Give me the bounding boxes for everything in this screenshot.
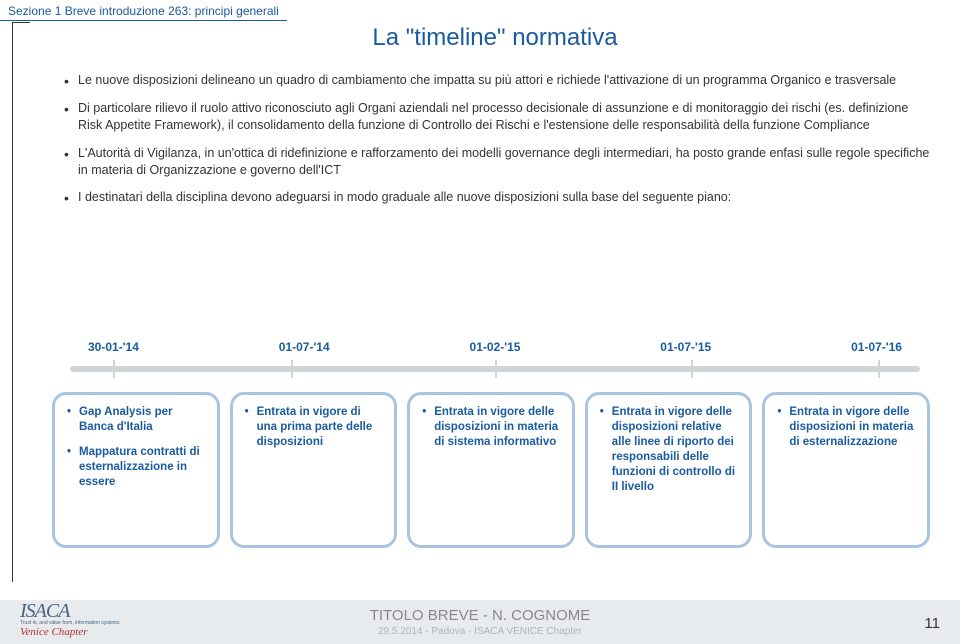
box-item: Gap Analysis per Banca d'Italia	[65, 405, 207, 435]
timeline-bar	[70, 360, 920, 380]
footer-center: TITOLO BREVE - N. COGNOME 29.5.2014 - Pa…	[0, 607, 960, 637]
body-bullets: Le nuove disposizioni delineano un quadr…	[60, 72, 930, 217]
timeline-date: 30-01-'14	[88, 340, 139, 354]
footer-subtitle: 29.5.2014 - Padova - ISACA VENICE Chapte…	[0, 626, 960, 637]
timeline-boxes: Gap Analysis per Banca d'Italia Mappatur…	[52, 392, 930, 548]
timeline-tick	[291, 360, 293, 378]
box-item: Entrata in vigore delle disposizioni rel…	[598, 405, 740, 495]
timeline-tick	[878, 360, 880, 378]
page-number: 11	[924, 615, 940, 632]
box-item: Mappatura contratti di esternalizzazione…	[65, 445, 207, 490]
box-item: Entrata in vigore delle disposizioni in …	[775, 405, 917, 450]
timeline-box: Entrata in vigore di una prima parte del…	[230, 392, 398, 548]
timeline-date: 01-07-'14	[279, 340, 330, 354]
bullet-item: L'Autorità di Vigilanza, in un'ottica di…	[60, 145, 930, 179]
section-bracket	[12, 22, 30, 582]
timeline-box: Gap Analysis per Banca d'Italia Mappatur…	[52, 392, 220, 548]
timeline-tick	[691, 360, 693, 378]
footer: ISACA Trust in, and value from, informat…	[0, 600, 960, 644]
box-item: Entrata in vigore delle disposizioni in …	[420, 405, 562, 450]
bullet-item: Di particolare rilievo il ruolo attivo r…	[60, 100, 930, 134]
bullet-item: I destinatari della disciplina devono ad…	[60, 189, 930, 206]
timeline-box: Entrata in vigore delle disposizioni in …	[407, 392, 575, 548]
timeline-tick	[495, 360, 497, 378]
timeline-dates: 30-01-'14 01-07-'14 01-02-'15 01-07-'15 …	[60, 340, 930, 354]
timeline-tick	[113, 360, 115, 378]
bullet-item: Le nuove disposizioni delineano un quadr…	[60, 72, 930, 89]
timeline: 30-01-'14 01-07-'14 01-02-'15 01-07-'15 …	[60, 340, 930, 380]
timeline-box: Entrata in vigore delle disposizioni rel…	[585, 392, 753, 548]
timeline-date: 01-07-'16	[851, 340, 902, 354]
timeline-box: Entrata in vigore delle disposizioni in …	[762, 392, 930, 548]
section-header: Sezione 1 Breve introduzione 263: princi…	[0, 0, 287, 21]
box-item: Entrata in vigore di una prima parte del…	[243, 405, 385, 450]
page-title: La "timeline" normativa	[60, 24, 930, 52]
footer-title: TITOLO BREVE - N. COGNOME	[0, 607, 960, 624]
timeline-date: 01-02-'15	[470, 340, 521, 354]
timeline-date: 01-07-'15	[660, 340, 711, 354]
